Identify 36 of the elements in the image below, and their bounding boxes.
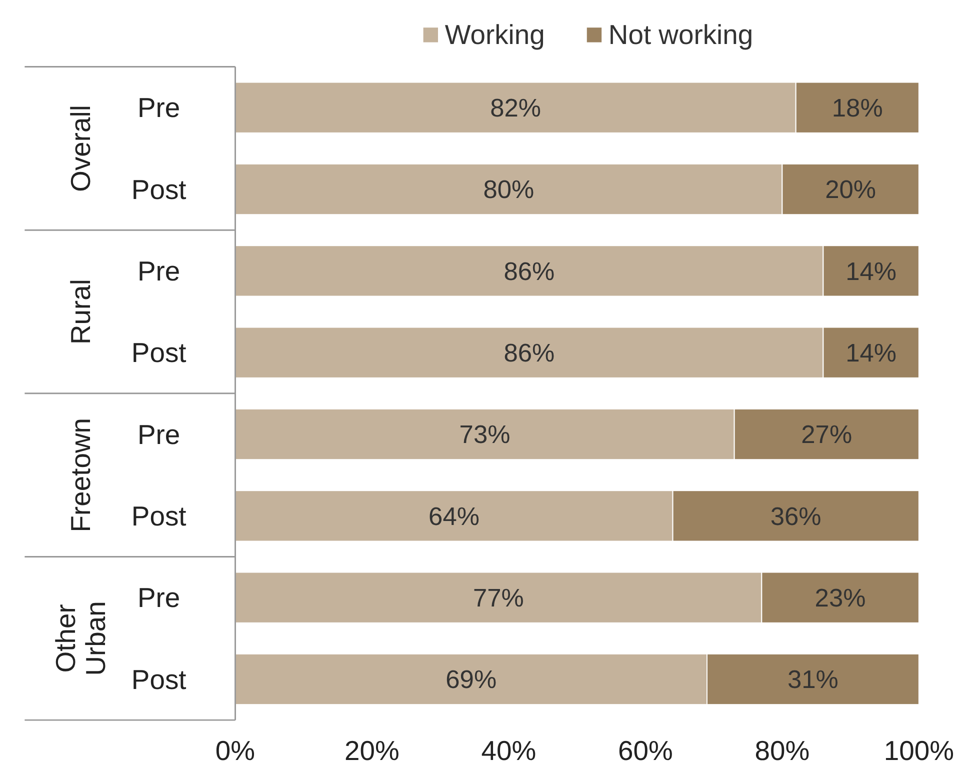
data-label: 23% xyxy=(814,584,866,612)
y-tick-label: Pre xyxy=(138,92,180,124)
y-tick-label: Post xyxy=(131,664,187,695)
x-tick-label: 40% xyxy=(481,735,536,766)
data-label: 14% xyxy=(846,340,897,368)
y-tick-label: Pre xyxy=(138,256,180,287)
data-label: 27% xyxy=(801,421,852,450)
x-tick-label: 80% xyxy=(754,735,810,766)
data-label: 82% xyxy=(490,94,542,123)
data-label: 86% xyxy=(504,340,555,368)
data-label: 36% xyxy=(770,502,822,531)
data-label: 73% xyxy=(459,421,510,450)
data-label: 20% xyxy=(825,176,876,204)
text: Overall xyxy=(65,105,96,192)
y-tick-label: Pre xyxy=(138,418,180,450)
data-label: 31% xyxy=(787,666,838,694)
series-label: Working xyxy=(444,19,545,50)
x-tick-label: 20% xyxy=(344,735,400,766)
text: Freetown xyxy=(65,418,96,532)
data-label: 69% xyxy=(446,666,497,694)
text: Rural xyxy=(65,279,96,345)
data-label: 86% xyxy=(504,258,555,286)
data-label: 18% xyxy=(832,94,883,123)
x-tick-label: 60% xyxy=(618,735,673,766)
x-tick-label: 0% xyxy=(215,735,256,766)
y-tick-label: Post xyxy=(131,337,187,368)
y-tick-label: Post xyxy=(131,500,187,532)
data-label: 64% xyxy=(428,502,480,531)
y-tick-label: Post xyxy=(131,174,187,205)
data-label: 80% xyxy=(483,176,534,204)
y-tick-label: Pre xyxy=(138,582,180,614)
data-label: 77% xyxy=(472,584,524,612)
legend-label: Not working xyxy=(608,19,754,50)
text: Other Urban xyxy=(50,601,112,676)
data-label: 14% xyxy=(846,258,897,286)
x-tick-label: 100% xyxy=(884,735,954,766)
